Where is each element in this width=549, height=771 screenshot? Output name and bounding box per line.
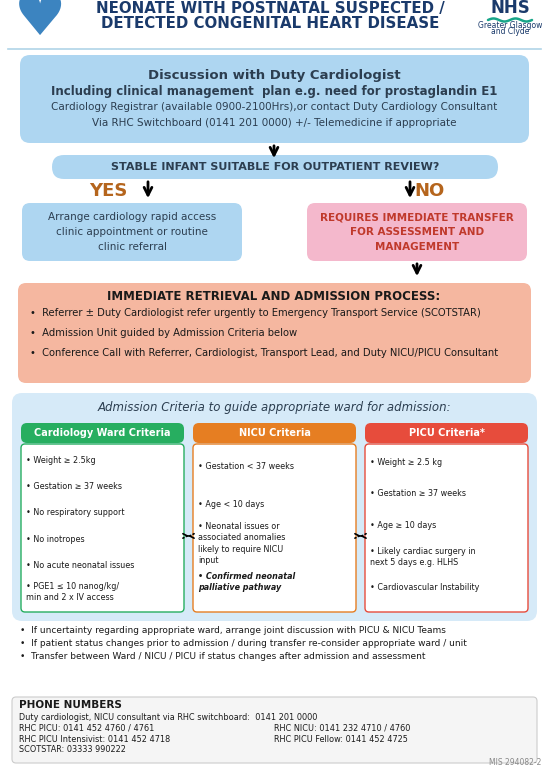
- FancyBboxPatch shape: [193, 444, 356, 612]
- FancyBboxPatch shape: [20, 55, 529, 143]
- Text: clinic appointment or routine: clinic appointment or routine: [56, 227, 208, 237]
- Text: NEONATE WITH POSTNATAL SUSPECTED /: NEONATE WITH POSTNATAL SUSPECTED /: [96, 2, 444, 16]
- Text: • Age < 10 days: • Age < 10 days: [198, 500, 264, 510]
- Text: IMMEDIATE RETRIEVAL AND ADMISSION PROCESS:: IMMEDIATE RETRIEVAL AND ADMISSION PROCES…: [108, 289, 441, 302]
- Text: clinic referral: clinic referral: [98, 242, 166, 252]
- Text: • Weight ≥ 2.5kg: • Weight ≥ 2.5kg: [26, 456, 96, 465]
- Text: • No acute neonatal issues: • No acute neonatal issues: [26, 561, 135, 570]
- Text: • Cardiovascular Instability: • Cardiovascular Instability: [370, 584, 479, 592]
- Text: • No inotropes: • No inotropes: [26, 535, 85, 544]
- Text: MANAGEMENT: MANAGEMENT: [375, 242, 459, 252]
- Text: •  If patient status changes prior to admission / during transfer re-consider ap: • If patient status changes prior to adm…: [20, 639, 467, 648]
- Text: REQUIRES IMMEDIATE TRANSFER: REQUIRES IMMEDIATE TRANSFER: [320, 212, 514, 222]
- Text: NHS: NHS: [490, 0, 530, 17]
- FancyBboxPatch shape: [12, 697, 537, 763]
- Text: ♥: ♥: [14, 0, 66, 47]
- Text: • Weight ≥ 2.5 kg: • Weight ≥ 2.5 kg: [370, 458, 442, 467]
- Text: • Gestation < 37 weeks: • Gestation < 37 weeks: [198, 462, 294, 471]
- Text: Cardiology Registrar (available 0900-2100Hrs),or contact Duty Cardiology Consult: Cardiology Registrar (available 0900-210…: [51, 102, 497, 112]
- Text: Admission Criteria to guide appropriate ward for admission:: Admission Criteria to guide appropriate …: [97, 400, 451, 413]
- Text: YES: YES: [89, 182, 127, 200]
- Text: •  Conference Call with Referrer, Cardiologist, Transport Lead, and Duty NICU/PI: • Conference Call with Referrer, Cardiol…: [30, 348, 498, 358]
- FancyBboxPatch shape: [21, 444, 184, 612]
- Text: RHC PICU Fellow: 0141 452 4725: RHC PICU Fellow: 0141 452 4725: [274, 735, 408, 743]
- Text: • Gestation ≥ 37 weeks: • Gestation ≥ 37 weeks: [370, 490, 466, 499]
- Text: MIS 294082-2: MIS 294082-2: [489, 758, 541, 767]
- Text: Arrange cardiology rapid access: Arrange cardiology rapid access: [48, 212, 216, 222]
- Text: • Age ≥ 10 days: • Age ≥ 10 days: [370, 520, 436, 530]
- Text: DETECTED CONGENITAL HEART DISEASE: DETECTED CONGENITAL HEART DISEASE: [101, 15, 439, 31]
- FancyBboxPatch shape: [365, 444, 528, 612]
- FancyBboxPatch shape: [21, 423, 184, 443]
- Text: • PGE1 ≤ 10 nanog/kg/
min and 2 x IV access: • PGE1 ≤ 10 nanog/kg/ min and 2 x IV acc…: [26, 582, 119, 602]
- FancyBboxPatch shape: [52, 155, 498, 179]
- FancyBboxPatch shape: [365, 423, 528, 443]
- Text: Greater Glasgow: Greater Glasgow: [478, 21, 542, 29]
- FancyBboxPatch shape: [193, 423, 356, 443]
- Text: •  Referrer ± Duty Cardiologist refer urgently to Emergency Transport Service (S: • Referrer ± Duty Cardiologist refer urg…: [30, 308, 481, 318]
- Text: and Clyde: and Clyde: [491, 26, 529, 35]
- Text: • Neonatal issues or
associated anomalies
likely to require NICU
input: • Neonatal issues or associated anomalie…: [198, 523, 285, 564]
- Text: • Confirmed neonatal
palliative pathway: • Confirmed neonatal palliative pathway: [198, 572, 295, 592]
- FancyBboxPatch shape: [307, 203, 527, 261]
- Text: PHONE NUMBERS: PHONE NUMBERS: [19, 700, 122, 710]
- Text: Discussion with Duty Cardiologist: Discussion with Duty Cardiologist: [148, 69, 400, 82]
- Text: •  Admission Unit guided by Admission Criteria below: • Admission Unit guided by Admission Cri…: [30, 328, 297, 338]
- Text: NICU Criteria: NICU Criteria: [239, 428, 310, 438]
- Text: SCOTSTAR: 03333 990222: SCOTSTAR: 03333 990222: [19, 746, 126, 755]
- Text: Including clinical management  plan e.g. need for prostaglandin E1: Including clinical management plan e.g. …: [51, 85, 497, 97]
- FancyBboxPatch shape: [12, 393, 537, 621]
- Text: Cardiology Ward Criteria: Cardiology Ward Criteria: [34, 428, 171, 438]
- Text: • No respiratory support: • No respiratory support: [26, 508, 125, 517]
- Text: RHC NICU: 0141 232 4710 / 4760: RHC NICU: 0141 232 4710 / 4760: [274, 723, 410, 732]
- Text: RHC PICU: 0141 452 4760 / 4761: RHC PICU: 0141 452 4760 / 4761: [19, 723, 154, 732]
- Text: • Gestation ≥ 37 weeks: • Gestation ≥ 37 weeks: [26, 482, 122, 491]
- Text: RHC PICU Intensivist: 0141 452 4718: RHC PICU Intensivist: 0141 452 4718: [19, 735, 170, 743]
- Text: FOR ASSESSMENT AND: FOR ASSESSMENT AND: [350, 227, 484, 237]
- Text: PICU Criteria*: PICU Criteria*: [408, 428, 484, 438]
- Text: • Likely cardiac surgery in
next 5 days e.g. HLHS: • Likely cardiac surgery in next 5 days …: [370, 547, 475, 567]
- Text: •  Transfer between Ward / NICU / PICU if status changes after admission and ass: • Transfer between Ward / NICU / PICU if…: [20, 652, 425, 661]
- Text: Duty cardiologist, NICU consultant via RHC switchboard:  0141 201 0000: Duty cardiologist, NICU consultant via R…: [19, 712, 317, 722]
- FancyBboxPatch shape: [22, 203, 242, 261]
- FancyBboxPatch shape: [18, 283, 531, 383]
- Text: •  If uncertainty regarding appropriate ward, arrange joint discussion with PICU: • If uncertainty regarding appropriate w…: [20, 626, 446, 635]
- Text: NO: NO: [415, 182, 445, 200]
- Text: STABLE INFANT SUITABLE FOR OUTPATIENT REVIEW?: STABLE INFANT SUITABLE FOR OUTPATIENT RE…: [111, 162, 439, 172]
- Text: Via RHC Switchboard (0141 201 0000) +/- Telemedicine if appropriate: Via RHC Switchboard (0141 201 0000) +/- …: [92, 118, 456, 128]
